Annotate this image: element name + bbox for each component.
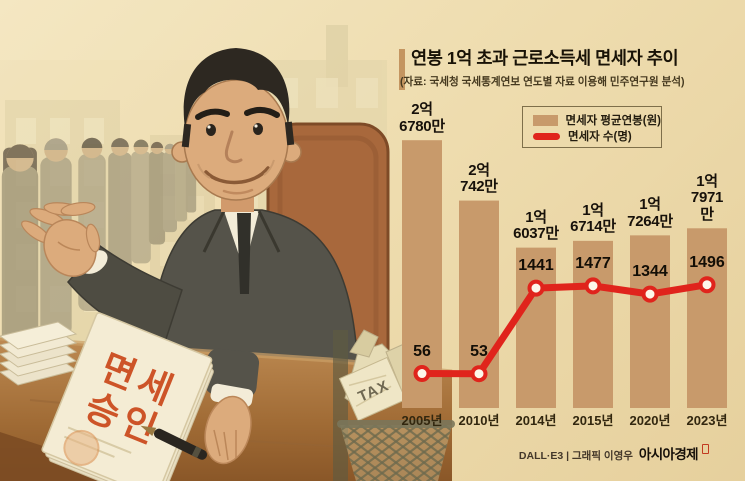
line-marker <box>470 365 488 383</box>
year-label: 2023년 <box>686 413 728 428</box>
year-label: 2005년 <box>401 413 443 428</box>
trash-can: TAX <box>333 329 455 481</box>
bar-value-label: 1억 7971만 <box>690 172 724 223</box>
year-label: 2020년 <box>629 413 671 428</box>
pen <box>140 425 208 460</box>
line-marker <box>698 276 716 294</box>
chart-source-note: (자료: 국세청 국세통계연보 연도별 자료 이용해 민주연구원 분석) <box>400 76 685 88</box>
person-silhouette <box>108 138 132 287</box>
chart-title: 연봉 1억 초과 근로소득세 면세자 추이 <box>411 48 679 68</box>
bar-value-label: 1억 6037만 <box>513 208 559 243</box>
year-label: 2015년 <box>572 413 614 428</box>
bar-value-label: 2억 6780만 <box>399 101 445 135</box>
credit-line: DALL·E3 | 그래픽 이영우 아시아경제 <box>519 443 709 463</box>
line-swatch-icon <box>533 132 560 140</box>
exempt-count-label: 1344 <box>632 263 668 281</box>
paper-stack <box>0 321 78 386</box>
person-silhouette <box>1 144 39 345</box>
bar-2020년 <box>630 235 670 408</box>
exempt-count-label: 1477 <box>575 254 611 272</box>
legend-row-bar: 면세자 평균연봉(원) <box>533 112 661 128</box>
businessman <box>21 48 359 369</box>
brand-logo: 아시아경제 <box>638 447 699 462</box>
year-label: 2010년 <box>458 413 500 428</box>
chart-legend: 면세자 평균연봉(원) 면세자 수(명) <box>522 106 662 148</box>
bar-swatch-icon <box>533 114 558 126</box>
bar-2023년 <box>687 228 727 408</box>
line-marker <box>413 365 431 383</box>
title-accent-bar <box>399 49 405 90</box>
bar-value-label: 1억 6714만 <box>570 201 616 236</box>
line-marker <box>584 277 602 295</box>
bar-2014년 <box>516 247 556 408</box>
document-seal <box>63 429 100 466</box>
tax-paper: TAX <box>338 356 407 422</box>
legend-row-line: 면세자 수(명) <box>533 128 661 144</box>
bar-2005년 <box>402 140 442 408</box>
exempt-count-label: 1496 <box>689 253 725 271</box>
legend-label-exempt-count: 면세자 수(명) <box>568 131 632 143</box>
resting-hand <box>204 348 260 465</box>
bar-value-label: 2억 742만 <box>460 161 498 196</box>
line-marker <box>527 279 545 297</box>
bar-value-label: 1억 7264만 <box>627 196 673 230</box>
credit-graphic: DALL·E3 | 그래픽 이영우 <box>518 450 633 462</box>
exempt-count-label: 1441 <box>518 257 554 275</box>
approval-document: 면세 승인 <box>41 312 214 481</box>
year-label: 2014년 <box>515 413 557 428</box>
person-silhouette <box>131 139 151 264</box>
bar-2015년 <box>573 240 613 408</box>
exempt-count-label: 56 <box>413 342 431 360</box>
person-silhouette <box>148 141 166 245</box>
line-marker <box>641 285 659 303</box>
asiae-ci-mark-icon <box>702 444 709 454</box>
exempt-count-label: 53 <box>470 342 488 360</box>
legend-label-avg-salary: 면세자 평균연봉(원) <box>565 115 662 127</box>
exempt-count-line <box>418 281 711 378</box>
